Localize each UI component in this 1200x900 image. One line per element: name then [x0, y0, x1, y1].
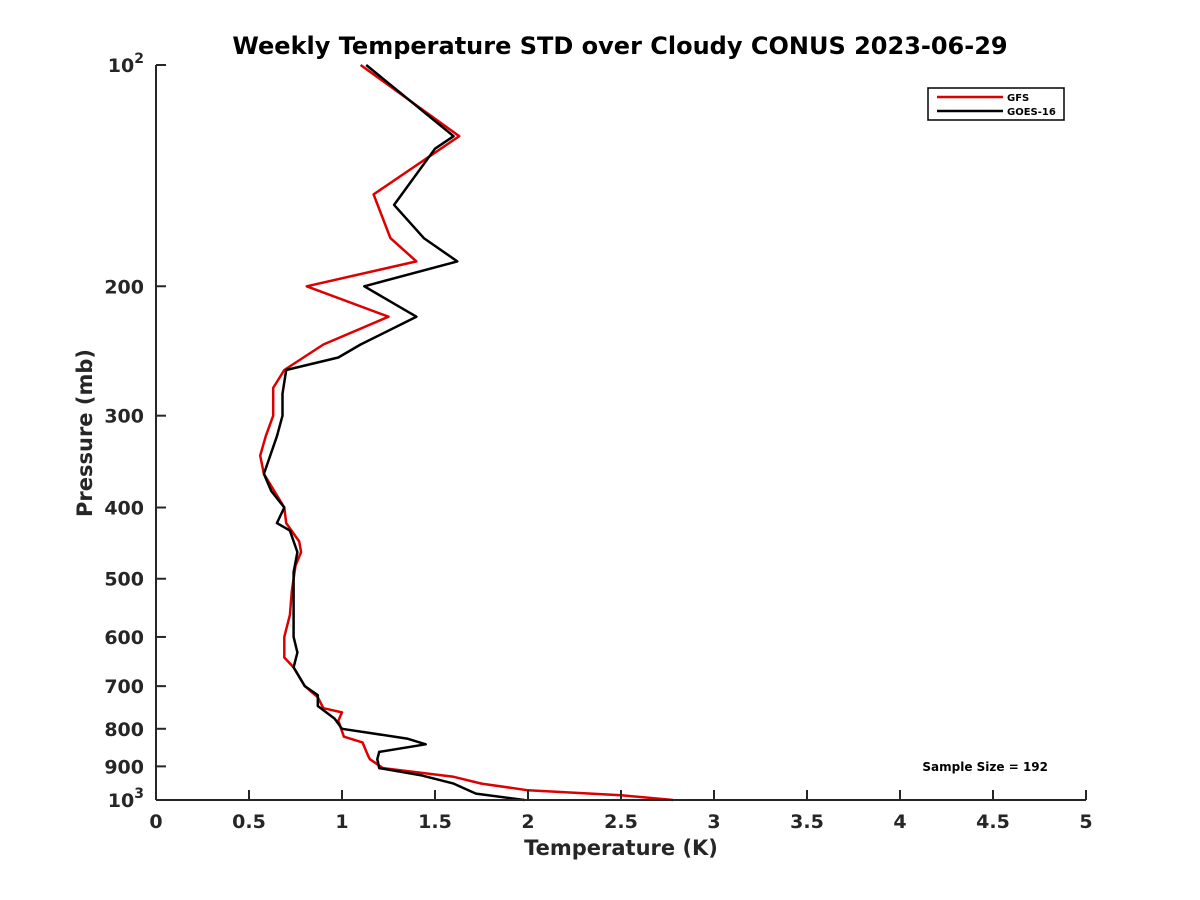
legend-box: [927, 87, 1065, 121]
x-tick-label: 2: [521, 811, 534, 833]
x-tick-label: 1: [335, 811, 348, 833]
y-axis-label: Pressure (mb): [73, 349, 97, 517]
y-ticks: 102 200 300 400 500 600 700 800 900 103: [104, 51, 166, 812]
series-line-gfs: [258, 63, 674, 802]
x-tick-label: 4: [893, 811, 906, 833]
y-tick-label: 400: [104, 498, 144, 520]
chart-title: Weekly Temperature STD over Cloudy CONUS…: [232, 32, 1007, 60]
y-tick-label: 900: [104, 756, 144, 778]
y-tick-label: 300: [104, 406, 144, 428]
x-tick-label: 0: [149, 811, 162, 833]
y-tick-label: 500: [104, 569, 144, 591]
x-tick-label: 4.5: [976, 811, 1010, 833]
x-tick-label: 5: [1079, 811, 1092, 833]
x-ticks: 0 0.5 1 1.5 2 2.5 3 3.5 4 4.5 5: [149, 790, 1093, 833]
legend: GFS GOES-16: [927, 87, 1065, 121]
y-tick-label: 800: [104, 719, 144, 741]
x-axis-label: Temperature (K): [524, 836, 718, 860]
y-tick-label: 600: [104, 627, 144, 649]
y-tick-label: 200: [104, 276, 144, 298]
legend-label-gfs: GFS: [1007, 93, 1029, 104]
y-tick-label: 102: [108, 51, 144, 77]
axes-layer: [155, 65, 1086, 801]
series-layer: [258, 63, 674, 802]
y-tick-label: 103: [108, 786, 144, 812]
y-tick-label: 700: [104, 676, 144, 698]
series-line-goes16: [262, 64, 525, 802]
x-tick-label: 2.5: [604, 811, 638, 833]
sample-size-annotation: Sample Size = 192: [922, 760, 1048, 774]
legend-label-goes16: GOES-16: [1007, 107, 1056, 118]
x-tick-label: 3.5: [790, 811, 824, 833]
x-tick-label: 3: [707, 811, 720, 833]
x-tick-label: 1.5: [418, 811, 452, 833]
x-tick-label: 0.5: [232, 811, 266, 833]
